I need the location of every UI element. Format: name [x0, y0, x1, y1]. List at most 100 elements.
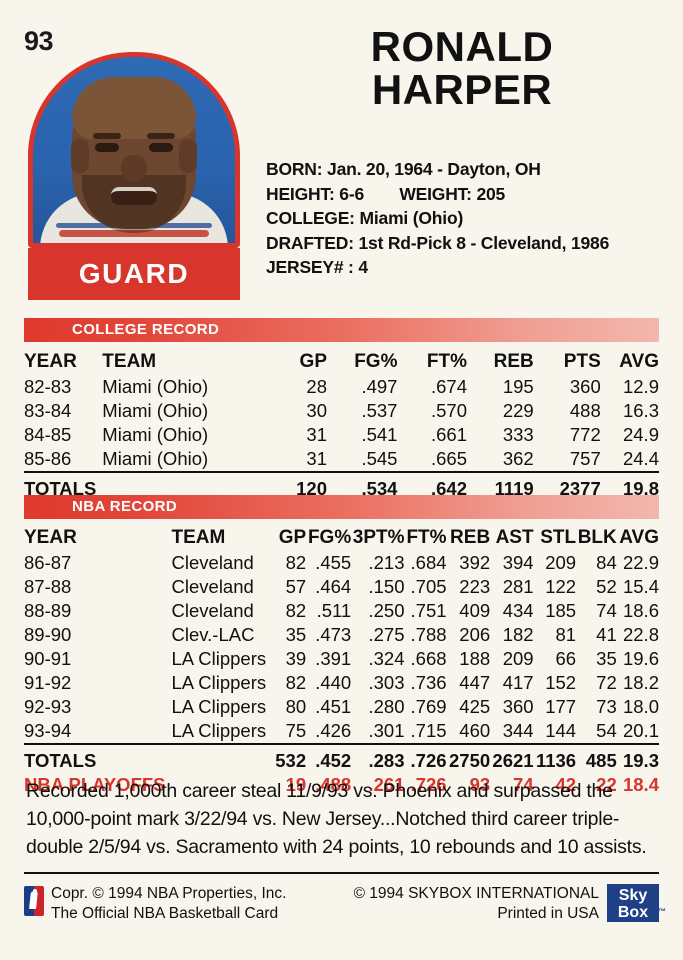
- table-row: 83-84 Miami (Ohio) 30 .537 .570 229 488 …: [24, 399, 659, 423]
- cell-avg: 18.6: [622, 600, 659, 621]
- skybox-copyright-line-1: © 1994 SKYBOX INTERNATIONAL: [353, 885, 599, 902]
- cell-team: LA Clippers: [171, 672, 267, 693]
- portrait-ear-right: [179, 139, 197, 173]
- cell-avg: 18.2: [622, 672, 659, 693]
- table-row: 82-83 Miami (Ohio) 28 .497 .674 195 360 …: [24, 375, 659, 399]
- cell-avg: 19.6: [622, 648, 659, 669]
- cell-year: 87-88: [24, 576, 72, 597]
- bio-weight-label: WEIGHT:: [399, 183, 472, 204]
- cell-ast: 434: [502, 600, 534, 621]
- cell-stl: 185: [545, 600, 577, 621]
- bio-weight-value: 205: [476, 183, 506, 204]
- card-number: 93: [24, 26, 54, 56]
- bio-born-row: BORN: Jan. 20, 1964 - Dayton, OH: [266, 157, 678, 182]
- bio-jersey-label: JERSEY# :: [266, 257, 354, 277]
- footer-right-group: © 1994 SKYBOX INTERNATIONAL Printed in U…: [353, 884, 666, 924]
- college-totals-row: TOTALS 120 .534 .642 1119 2377 19.8: [24, 477, 659, 501]
- bio-college-row: COLLEGE: Miami (Ohio): [266, 206, 678, 231]
- college-col-team: TEAM: [102, 351, 157, 372]
- cell-totals-label: TOTALS: [24, 750, 97, 771]
- table-row: 89-90 Clev.-LAC 35 .473 .275 .788 206 18…: [24, 623, 659, 647]
- college-record-title: COLLEGE RECORD: [72, 321, 220, 338]
- cell-team: Cleveland: [171, 552, 254, 573]
- cell-reb: 2750: [449, 750, 491, 771]
- table-row: 87-88 Cleveland 57 .464 .150 .705 223 28…: [24, 575, 659, 599]
- cell-reb: 447: [459, 672, 491, 693]
- cell-blk: 84: [596, 552, 617, 573]
- cell-fg: .537: [361, 400, 398, 421]
- cell-avg: 24.4: [622, 448, 659, 469]
- cell-reb: 362: [502, 448, 534, 469]
- cell-ast: 394: [502, 552, 534, 573]
- cell-3pt: .324: [368, 648, 405, 669]
- cell-reb: 188: [459, 648, 491, 669]
- cell-blk: 485: [585, 750, 617, 771]
- cell-ft: .661: [430, 424, 467, 445]
- table-row: 92-93 LA Clippers 80 .451 .280 .769 425 …: [24, 695, 659, 719]
- portrait-mouth: [111, 187, 157, 205]
- cell-year: 89-90: [24, 624, 72, 645]
- bio-college-label: COLLEGE:: [266, 208, 355, 228]
- cell-fg: .391: [315, 648, 352, 669]
- cell-pts: 360: [569, 376, 601, 397]
- cell-year: 82-83: [24, 376, 72, 397]
- cell-gp: 80: [285, 696, 307, 717]
- cell-avg: 22.8: [622, 624, 659, 645]
- nba-totals-divider: [24, 743, 659, 749]
- cell-pts: 2377: [559, 478, 601, 499]
- cell-gp: 75: [285, 720, 307, 741]
- cell-team: Clev.-LAC: [171, 624, 255, 645]
- college-col-pts: PTS: [563, 351, 601, 372]
- cell-pts: 772: [569, 424, 601, 445]
- cell-team: Miami (Ohio): [102, 424, 209, 445]
- cell-ast: 2621: [492, 750, 534, 771]
- cell-avg: 15.4: [622, 576, 659, 597]
- table-row: 91-92 LA Clippers 82 .440 .303 .736 447 …: [24, 671, 659, 695]
- cell-team: LA Clippers: [171, 720, 267, 741]
- college-col-ft: FT%: [426, 351, 467, 372]
- bio-height-value: 6-6: [339, 183, 364, 204]
- position-label: GUARD: [78, 258, 190, 289]
- cell-gp: 82: [285, 552, 307, 573]
- cell-ast: 344: [502, 720, 534, 741]
- cell-reb: 333: [502, 424, 534, 445]
- bio-block: BORN: Jan. 20, 1964 - Dayton, OH HEIGHT:…: [266, 157, 678, 280]
- nba-logo-icon: [24, 886, 44, 916]
- nba-col-ft: FT%: [406, 527, 447, 548]
- cell-pts: 488: [569, 400, 601, 421]
- footer-divider: [24, 872, 659, 874]
- bio-college-value: Miami (Ohio): [359, 208, 464, 228]
- table-row: 93-94 LA Clippers 75 .426 .301 .715 460 …: [24, 719, 659, 744]
- cell-team: Cleveland: [171, 600, 254, 621]
- cell-team: [166, 749, 273, 773]
- cell-ft: .726: [410, 750, 447, 771]
- cell-gp: 35: [285, 624, 307, 645]
- cell-blk: 22: [596, 774, 617, 795]
- nba-col-avg: AVG: [619, 527, 659, 548]
- cell-reb: 392: [459, 552, 491, 573]
- cell-reb: 195: [502, 376, 534, 397]
- cell-playoffs-label: NBA PLAYOFFS: [24, 774, 166, 795]
- nba-copyright: Copr. © 1994 NBA Properties, Inc. The Of…: [51, 884, 286, 924]
- cell-blk: 54: [596, 720, 617, 741]
- cell-fg: .451: [315, 696, 352, 717]
- cell-fg: .452: [315, 750, 352, 771]
- cell-blk: 41: [596, 624, 617, 645]
- footer: Copr. © 1994 NBA Properties, Inc. The Of…: [24, 884, 666, 930]
- college-stats-table: YEAR TEAM GP FG% FT% REB PTS AVG 82-83 M…: [24, 348, 659, 501]
- cell-ft: .642: [430, 478, 467, 499]
- career-highlights-text: Recorded 1,000th career steal 11/9/93 vs…: [26, 780, 647, 858]
- cell-reb: 425: [459, 696, 491, 717]
- cell-stl: 177: [545, 696, 577, 717]
- cell-fg: .440: [315, 672, 352, 693]
- photo-frame: [28, 52, 240, 248]
- cell-team: Miami (Ohio): [102, 376, 209, 397]
- cell-stl: 66: [555, 648, 577, 669]
- cell-avg: 19.8: [622, 478, 659, 499]
- cell-year: 91-92: [24, 672, 72, 693]
- cell-year: 90-91: [24, 648, 72, 669]
- cell-stl: 42: [555, 774, 577, 795]
- cell-reb: 206: [459, 624, 491, 645]
- bio-jersey-value: 4: [358, 257, 368, 277]
- cell-fg: .534: [361, 478, 398, 499]
